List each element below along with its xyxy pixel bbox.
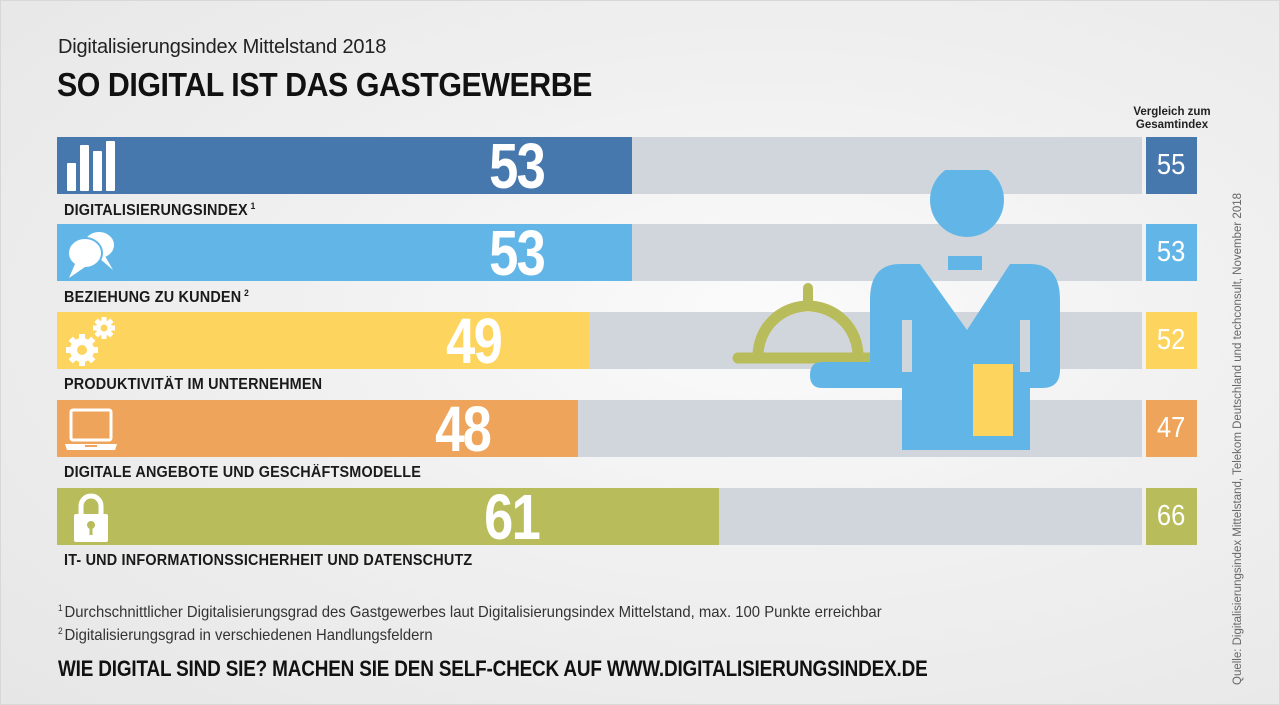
chart-subtitle: Digitalisierungsindex Mittelstand 2018 <box>58 36 387 58</box>
source-note: Quelle: Digitalisierungsindex Mittelstan… <box>1232 192 1244 685</box>
footnote-2-mark: 2 <box>58 626 63 636</box>
bar-it-sicherheit <box>57 488 719 545</box>
footnote-2: 2 Digitalisierungsgrad in verschiedenen H… <box>58 626 433 645</box>
towel-icon <box>973 364 1013 436</box>
comparison-value-label: 55 <box>1157 149 1186 181</box>
comparison-value-label: 53 <box>1157 236 1186 268</box>
bar-value-label: 53 <box>488 130 546 202</box>
speech-bubbles-icon <box>65 228 117 278</box>
footnote-2-text: Digitalisierungsgrad in verschiedenen Ha… <box>64 627 433 644</box>
category-label: DIGITALISIERUNGSINDEX 1 <box>64 201 255 220</box>
chart-title: SO DIGITAL IST DAS GASTGEWERBE <box>57 66 592 103</box>
bar-value-label: 61 <box>483 481 541 553</box>
bar-digitale-angebote <box>57 400 578 457</box>
category-label-text: BEZIEHUNG ZU KUNDEN <box>64 289 242 306</box>
gears-icon <box>65 316 117 366</box>
waiter-figure-icon <box>810 170 1060 450</box>
category-label-text: DIGITALISIERUNGSINDEX <box>64 202 248 219</box>
comparison-box-produktivitaet: 52 <box>1146 312 1197 369</box>
footnote-mark: 1 <box>250 201 256 211</box>
comparison-heading-line2: Gesamtindex <box>1135 119 1209 131</box>
bar-value-label: 53 <box>488 217 546 289</box>
comparison-box-digitale-angebote: 47 <box>1146 400 1197 457</box>
bar-beziehung-zu-kunden <box>57 224 632 281</box>
footnote-1-text: Durchschnittlicher Digitalisierungsgrad … <box>64 604 882 621</box>
comparison-heading: Vergleich zum Gesamtindex <box>1126 106 1218 132</box>
comparison-box-beziehung-zu-kunden: 53 <box>1146 224 1197 281</box>
bar-value-label: 49 <box>445 305 503 377</box>
self-check-cta: WIE DIGITAL SIND SIE? MACHEN SIE DEN SEL… <box>58 656 928 681</box>
cloche-icon <box>732 283 884 364</box>
bar-value-label: 48 <box>434 393 492 465</box>
bar-digitalisierungsindex <box>57 137 632 194</box>
bar-produktivitaet <box>57 312 589 369</box>
category-label: DIGITALE ANGEBOTE UND GESCHÄFTSMODELLE <box>64 464 421 482</box>
comparison-value-label: 52 <box>1157 324 1186 356</box>
comparison-box-digitalisierungsindex: 55 <box>1146 137 1197 194</box>
category-label-text: PRODUKTIVITÄT IM UNTERNEHMEN <box>64 376 323 393</box>
category-label: PRODUKTIVITÄT IM UNTERNEHMEN <box>64 376 322 394</box>
laptop-icon <box>65 404 117 454</box>
footnote-mark: 2 <box>244 288 249 298</box>
comparison-value-label: 66 <box>1157 500 1186 532</box>
padlock-icon <box>65 492 117 542</box>
bar-row-it-sicherheit: 61 <box>57 485 1142 549</box>
footnote-1: 1 Durchschnittlicher Digitalisierungsgrad… <box>58 603 882 622</box>
footnote-1-mark: 1 <box>58 603 63 613</box>
category-label: BEZIEHUNG ZU KUNDEN 2 <box>64 288 249 307</box>
comparison-heading-line1: Vergleich zum <box>1133 106 1211 118</box>
category-label: IT- UND INFORMATIONSSICHERHEIT UND DATEN… <box>64 552 472 570</box>
category-label-text: IT- UND INFORMATIONSSICHERHEIT UND DATEN… <box>64 552 473 569</box>
waiter-illustration <box>732 170 1060 450</box>
category-label-text: DIGITALE ANGEBOTE UND GESCHÄFTSMODELLE <box>64 464 422 481</box>
comparison-value-label: 47 <box>1157 412 1186 444</box>
comparison-box-it-sicherheit: 66 <box>1146 488 1197 545</box>
bar-chart-icon <box>65 141 117 191</box>
